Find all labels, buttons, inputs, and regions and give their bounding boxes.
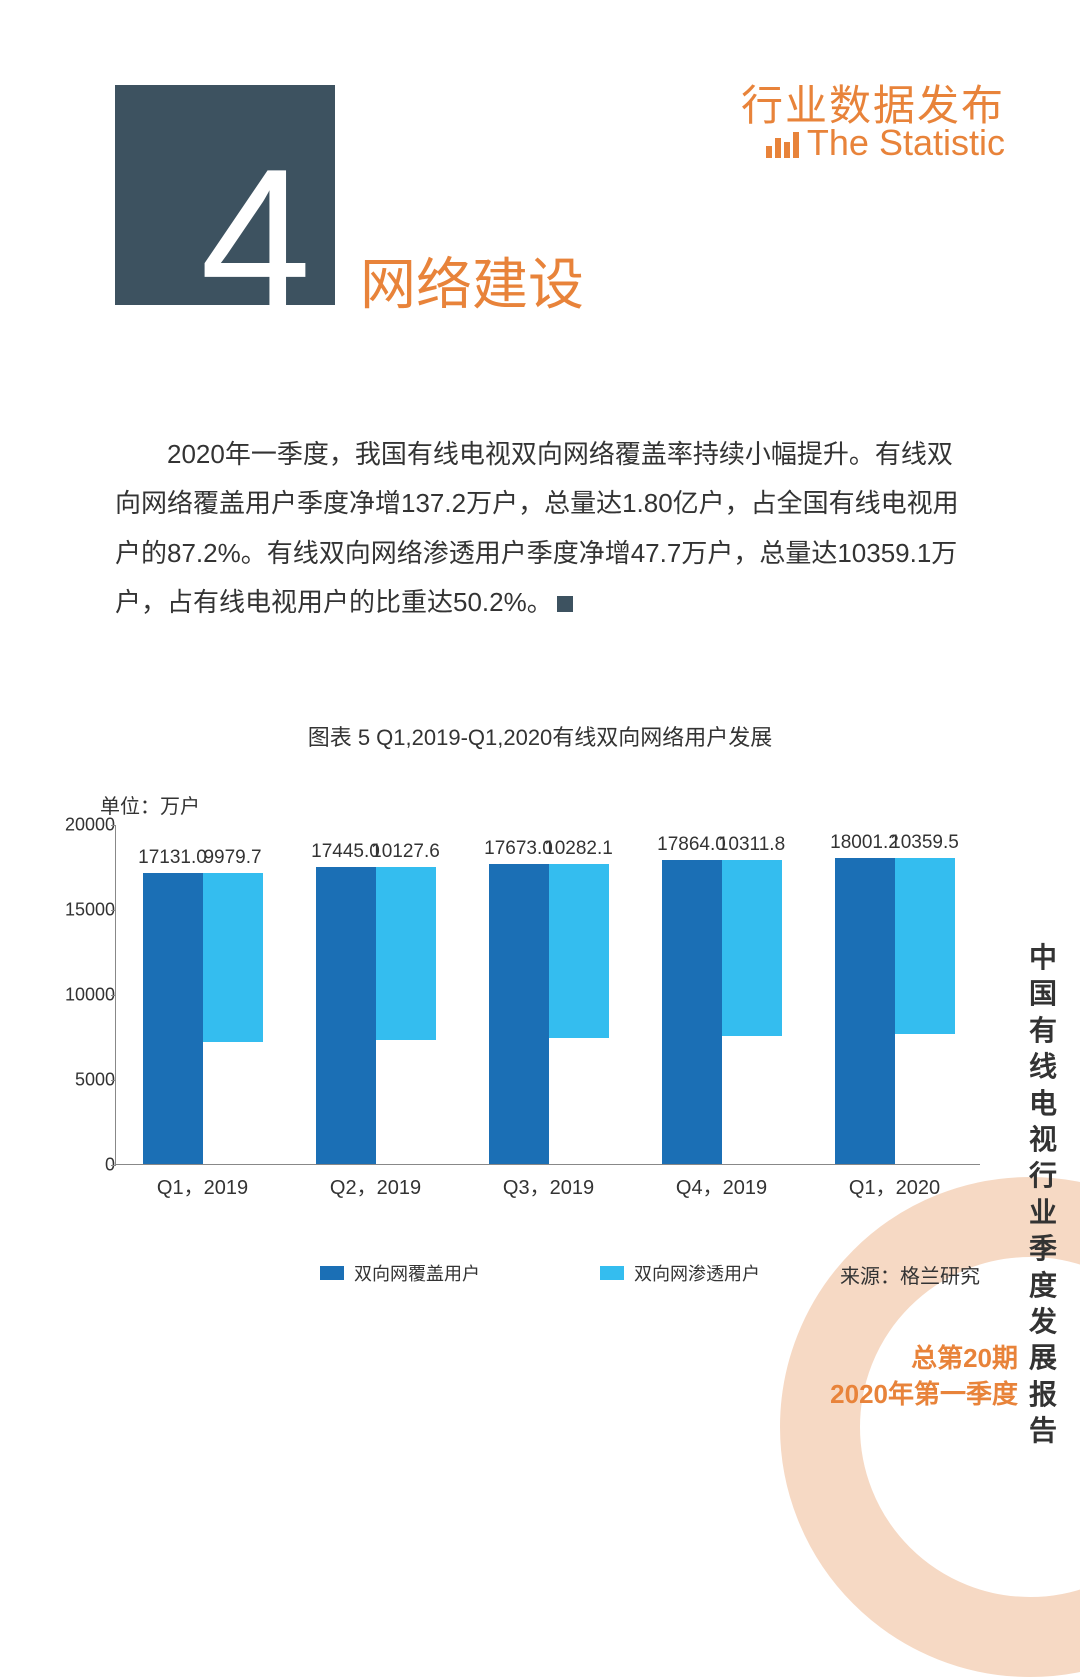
body-text-content: 2020年一季度，我国有线电视双向网络覆盖率持续小幅提升。有线双向网络覆盖用户季…: [115, 439, 959, 617]
bar: 17131.0: [143, 873, 203, 1164]
y-tick-label: 5000: [75, 1070, 115, 1091]
bar-group: 17673.010282.1: [489, 864, 609, 1164]
x-axis-label: Q1，2019: [118, 1171, 288, 1200]
bar-value-label: 10359.5: [890, 832, 959, 854]
issue-info: 总第20期 2020年第一季度: [830, 1340, 1018, 1413]
x-axis-label: Q2，2019: [291, 1171, 461, 1200]
bar-value-label: 9979.7: [203, 847, 261, 869]
chart-unit: 单位：万户: [100, 790, 200, 819]
chart-plot: 17131.09979.7Q1，201917445.010127.6Q2，201…: [115, 825, 980, 1165]
bar-value-label: 10282.1: [544, 838, 613, 860]
section-title: 网络建设: [360, 240, 584, 321]
issue-line2: 2020年第一季度: [830, 1376, 1018, 1412]
y-tick-label: 15000: [65, 900, 115, 921]
legend-item-1: 双向网渗透用户: [600, 1260, 760, 1286]
bar-value-label: 10311.8: [718, 834, 785, 856]
brand-english-text: The Statistic: [807, 122, 1005, 164]
bar: 17673.0: [489, 864, 549, 1164]
bar-group: 17445.010127.6: [316, 867, 436, 1164]
bar: 10282.1: [549, 864, 609, 1039]
section-number: 4: [200, 140, 311, 340]
bar-group: 18001.210359.5: [835, 858, 955, 1164]
bar-value-label: 17673.0: [484, 838, 553, 860]
bar: 10127.6: [376, 867, 436, 1039]
chart-source: 来源：格兰研究: [840, 1260, 980, 1289]
bar: 17445.0: [316, 867, 376, 1164]
end-mark-icon: [557, 596, 573, 612]
bar-value-label: 10127.6: [371, 841, 440, 863]
x-axis-label: Q4，2019: [637, 1171, 807, 1200]
chart-area: 05000100001500020000 17131.09979.7Q1，201…: [60, 825, 980, 1205]
bar-value-label: 17864.0: [657, 834, 726, 856]
brand-english: The Statistic: [766, 122, 1005, 164]
x-axis-label: Q3，2019: [464, 1171, 634, 1200]
y-tick-label: 10000: [65, 985, 115, 1006]
bar-value-label: 17131.0: [138, 847, 207, 869]
bar: 9979.7: [203, 873, 263, 1043]
y-tick-label: 20000: [65, 815, 115, 836]
issue-line1: 总第20期: [830, 1340, 1018, 1376]
bar-group: 17131.09979.7: [143, 873, 263, 1164]
legend-item-0: 双向网覆盖用户: [320, 1260, 480, 1286]
chart-title: 图表 5 Q1,2019-Q1,2020有线双向网络用户发展: [0, 720, 1080, 752]
x-axis-label: Q1，2020: [810, 1171, 980, 1200]
bar: 10359.5: [895, 858, 955, 1034]
legend-swatch-0: [320, 1266, 344, 1280]
bar: 18001.2: [835, 858, 895, 1164]
side-report-title: 中国有线电视行业季度发展报告: [1028, 940, 1058, 1449]
y-axis: 05000100001500020000: [60, 825, 115, 1165]
bar-value-label: 17445.0: [311, 841, 380, 863]
bar-group: 17864.010311.8: [662, 860, 782, 1164]
body-paragraph: 2020年一季度，我国有线电视双向网络覆盖率持续小幅提升。有线双向网络覆盖用户季…: [115, 430, 965, 628]
legend-swatch-1: [600, 1266, 624, 1280]
bar-chart-icon: [766, 128, 799, 158]
bar-value-label: 18001.2: [830, 832, 899, 854]
bar: 10311.8: [722, 860, 782, 1035]
legend-label-1: 双向网渗透用户: [634, 1260, 760, 1286]
bar: 17864.0: [662, 860, 722, 1164]
legend-label-0: 双向网覆盖用户: [354, 1260, 480, 1286]
